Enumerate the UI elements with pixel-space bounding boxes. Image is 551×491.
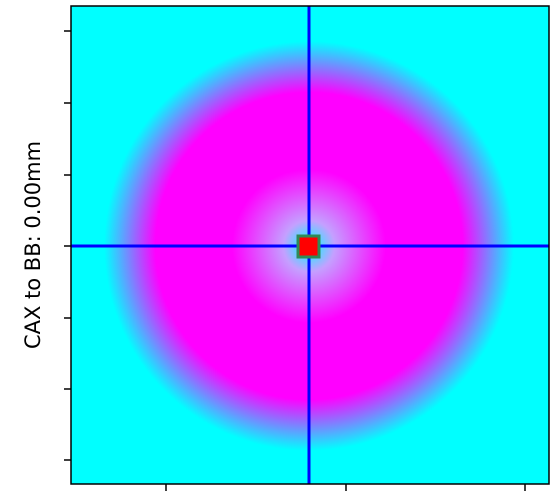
axes-frame <box>70 5 550 485</box>
y-axis-ticks <box>64 30 71 461</box>
bb-marker-dot <box>302 240 315 253</box>
x-axis-ticks <box>165 484 526 491</box>
y-axis-label: CAX to BB: 0.00mm <box>21 141 45 349</box>
